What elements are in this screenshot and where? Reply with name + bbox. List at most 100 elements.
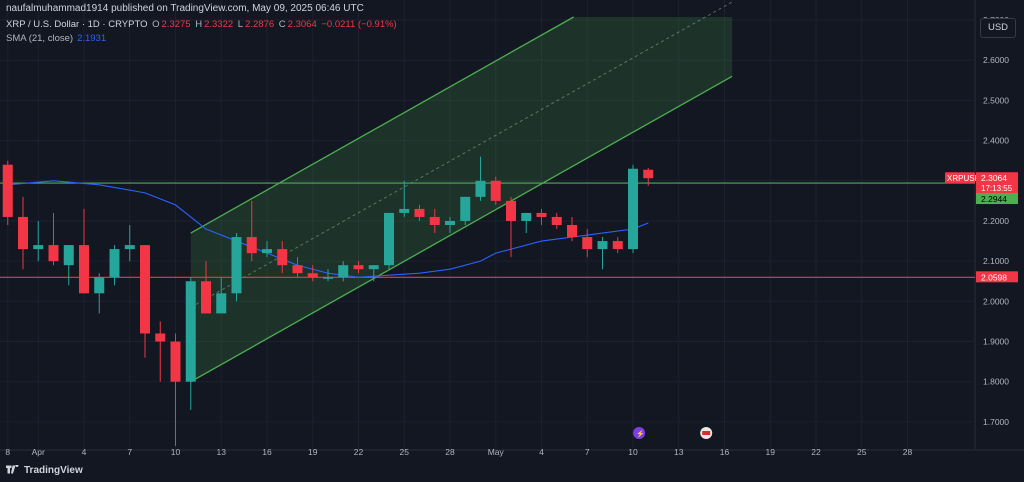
candle-body[interactable] <box>490 180 501 201</box>
price-axis[interactable] <box>975 0 1024 450</box>
candle-body[interactable] <box>18 216 28 250</box>
candle-body[interactable] <box>414 208 425 217</box>
candle-body[interactable] <box>124 245 135 250</box>
symbol-tag-label: XRPUSD <box>947 174 981 183</box>
candle-body[interactable] <box>628 168 638 250</box>
candle-body[interactable] <box>262 249 272 254</box>
candle-body[interactable] <box>536 212 547 217</box>
price-tick-label: 2.5000 <box>983 95 1009 105</box>
time-tick-label: 28 <box>903 447 913 457</box>
price-tick-label: 1.8000 <box>983 377 1009 387</box>
time-tick-label: 19 <box>766 447 776 457</box>
brand-name: TradingView <box>24 465 83 476</box>
high-label: H <box>195 19 203 30</box>
candle-body[interactable] <box>384 212 394 266</box>
candle-body[interactable] <box>185 281 196 382</box>
time-tick-label: 8 <box>5 447 10 457</box>
time-tick-label: 4 <box>82 447 87 457</box>
tradingview-logo-icon <box>6 465 19 474</box>
price-tick-label: 2.1000 <box>983 256 1009 266</box>
current-price-tag <box>976 172 1018 195</box>
sma-value: 2.1931 <box>77 33 107 44</box>
countdown-label: 17:13:55 <box>981 184 1013 193</box>
price-tick-label: 2.6000 <box>983 55 1009 65</box>
low-label: L <box>237 19 244 30</box>
candle-body[interactable] <box>2 164 13 217</box>
sma-legend[interactable]: SMA (21, close) 2.1931 <box>6 33 106 44</box>
currency-button[interactable]: USD <box>980 18 1016 38</box>
candle-body[interactable] <box>94 277 105 294</box>
candle-body[interactable] <box>597 241 608 250</box>
candle-body[interactable] <box>643 169 654 179</box>
candle-body[interactable] <box>582 237 593 250</box>
candle-body[interactable] <box>475 180 486 197</box>
time-tick-label: 7 <box>585 447 590 457</box>
candle-body[interactable] <box>460 196 471 221</box>
candle-body[interactable] <box>33 245 44 250</box>
time-tick-label: 16 <box>720 447 730 457</box>
time-tick-label: 22 <box>354 447 364 457</box>
candle-body[interactable] <box>246 237 257 254</box>
candle-body[interactable] <box>368 265 379 270</box>
time-tick-label: 4 <box>539 447 544 457</box>
channel-lower-line[interactable] <box>190 75 733 383</box>
candle-body[interactable] <box>231 237 242 294</box>
candle-body[interactable] <box>292 265 303 274</box>
sma-label: SMA (21, close) <box>6 33 74 44</box>
event-lightning-icon[interactable] <box>633 427 646 439</box>
candle-body[interactable] <box>277 249 288 266</box>
candle-body[interactable] <box>612 241 623 250</box>
time-tick-label: 28 <box>445 447 455 457</box>
candle-body[interactable] <box>201 281 211 314</box>
candle-body[interactable] <box>399 208 410 213</box>
candle-body[interactable] <box>79 245 89 294</box>
candle-body[interactable] <box>429 216 440 225</box>
symbol-legend: XRP / U.S. Dollar · 1D · CRYPTO O 2.3275 … <box>6 19 399 30</box>
candle-body[interactable] <box>506 200 516 221</box>
price-tick-label: 2.0000 <box>983 296 1009 306</box>
candle-body[interactable] <box>170 341 181 382</box>
open-label: O <box>152 19 160 30</box>
symbol-name[interactable]: XRP / U.S. Dollar · 1D · CRYPTO <box>6 19 148 30</box>
candle-body[interactable] <box>63 245 74 266</box>
support-tag <box>976 271 1018 283</box>
tradingview-brand: TradingView <box>6 465 83 476</box>
resistance-tag <box>976 193 1018 205</box>
candle-body[interactable] <box>521 212 532 221</box>
time-tick-label: 22 <box>811 447 821 457</box>
time-tick-label: May <box>488 447 505 457</box>
candle-body[interactable] <box>109 249 120 278</box>
open-value: 2.3275 <box>161 19 191 30</box>
candle-body[interactable] <box>216 293 227 314</box>
candle-body[interactable] <box>140 245 150 334</box>
publish-info: naufalmuhammad1914 published on TradingV… <box>6 3 364 14</box>
channel-upper-line[interactable] <box>190 16 574 234</box>
price-tick-label: 2.4000 <box>983 136 1009 146</box>
current-price-label: 2.3064 <box>981 173 1007 183</box>
time-tick-label: 10 <box>171 447 181 457</box>
lightning-glyph: ⚡ <box>636 429 645 438</box>
symbol-tag <box>945 172 975 184</box>
candle-body[interactable] <box>48 245 59 262</box>
high-value: 2.3322 <box>204 19 234 30</box>
candle-body[interactable] <box>551 216 562 225</box>
time-tick-label: 7 <box>127 447 132 457</box>
candle-body[interactable] <box>155 333 166 342</box>
candle-body[interactable] <box>567 224 577 238</box>
candle-body[interactable] <box>445 220 455 225</box>
price-tick-label: 2.2000 <box>983 216 1009 226</box>
candle-body[interactable] <box>307 273 318 278</box>
close-value: 2.3064 <box>287 19 317 30</box>
resistance-label: 2.2944 <box>981 194 1007 204</box>
candle-body[interactable] <box>353 265 364 270</box>
candle-body[interactable] <box>323 277 333 279</box>
change-value: −0.0211 (−0.91%) <box>321 19 397 30</box>
time-tick-label: 25 <box>400 447 410 457</box>
candle-body[interactable] <box>338 265 349 278</box>
time-tick-label: 25 <box>857 447 867 457</box>
support-label: 2.0598 <box>981 272 1007 282</box>
time-tick-label: 16 <box>262 447 272 457</box>
